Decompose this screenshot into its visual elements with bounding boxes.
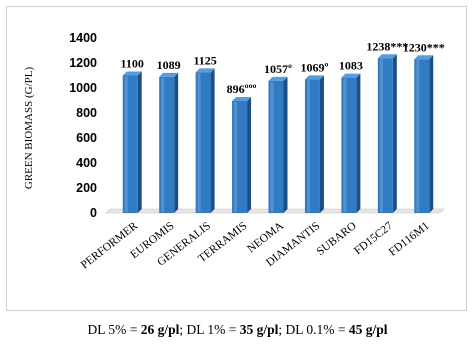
bar-highlight	[161, 77, 165, 212]
y-tick-label: 1000	[69, 81, 97, 95]
dl1-prefix: ; DL 1% =	[179, 322, 240, 337]
y-tick-label: 800	[76, 106, 97, 120]
bar	[122, 71, 142, 213]
bar-side	[392, 54, 397, 213]
y-tick-label: 400	[76, 156, 97, 170]
dl01-prefix: ; DL 0.1% =	[278, 322, 349, 337]
bar-front	[232, 101, 248, 213]
x-tick-label: SUBARO	[315, 220, 359, 258]
dl5-value: 26 g/pl	[140, 322, 180, 337]
bar-side	[210, 68, 215, 213]
bar-highlight	[379, 59, 383, 212]
bar-front	[377, 58, 393, 213]
bar-chart: 0 200 400 600 800 1000 1200 1400 1100 1089 1125 89…	[23, 31, 445, 272]
data-label: 1083	[339, 59, 363, 73]
data-label: 1125	[193, 53, 216, 67]
bar	[304, 75, 324, 213]
significance-note: DL 5% = 26 g/pl; DL 1% = 35 g/pl; DL 0.1…	[0, 322, 475, 338]
bar-highlight	[270, 81, 274, 212]
data-label: 896ººº	[227, 82, 257, 96]
bar-highlight	[306, 80, 310, 212]
bar-front	[268, 80, 284, 213]
bar-top	[122, 71, 142, 76]
bar-highlight	[124, 76, 128, 212]
bar-front	[414, 59, 430, 213]
data-label: 1100	[121, 57, 144, 71]
x-tick-label: FD116M1	[387, 220, 432, 259]
data-label: 1089	[157, 58, 181, 72]
bar-side	[137, 71, 142, 213]
bar-side	[319, 75, 324, 213]
bar-top	[159, 72, 179, 77]
bar	[377, 54, 397, 213]
bar-highlight	[234, 102, 238, 212]
bar	[195, 68, 215, 213]
x-tick-label: PERFORMER	[79, 220, 141, 272]
bar-side	[283, 76, 288, 213]
dl1-value: 35 g/pl	[239, 322, 279, 337]
bar	[159, 72, 179, 213]
data-label: 1069º	[300, 60, 328, 74]
data-label: 1238***	[366, 39, 408, 53]
bar-top	[341, 73, 361, 78]
bar-front	[159, 76, 175, 213]
y-tick-label: 0	[90, 206, 97, 220]
bar-side	[429, 55, 434, 213]
dl01-value: 45 g/pl	[348, 322, 388, 337]
dl5-prefix: DL 5% =	[87, 322, 141, 337]
bar-side	[174, 72, 179, 213]
bar-side	[356, 73, 361, 213]
bar	[268, 76, 288, 213]
y-tick-label: 1200	[69, 56, 97, 70]
y-tick-label: 600	[76, 131, 97, 145]
bar-front	[304, 79, 320, 213]
y-axis-label: GREEN BIOMASS (G/PL)	[23, 67, 35, 190]
bar-top	[232, 97, 252, 101]
bar-front	[122, 75, 138, 213]
data-label: 1057º	[264, 62, 292, 76]
bar-front	[341, 77, 357, 213]
bar-top	[268, 76, 288, 81]
bar-top	[304, 75, 324, 80]
data-label: 1230***	[403, 40, 445, 54]
y-tick-label: 200	[76, 181, 97, 195]
bar	[341, 73, 361, 213]
bar	[414, 55, 434, 213]
bar	[232, 97, 252, 213]
bar-highlight	[197, 73, 201, 212]
bar-highlight	[416, 60, 420, 212]
bar-side	[247, 97, 252, 213]
bar-highlight	[343, 78, 347, 212]
bar-top	[414, 55, 434, 60]
bar-top	[377, 54, 397, 59]
bar-top	[195, 68, 215, 73]
bar-front	[195, 72, 211, 213]
y-tick-label: 1400	[69, 31, 97, 45]
